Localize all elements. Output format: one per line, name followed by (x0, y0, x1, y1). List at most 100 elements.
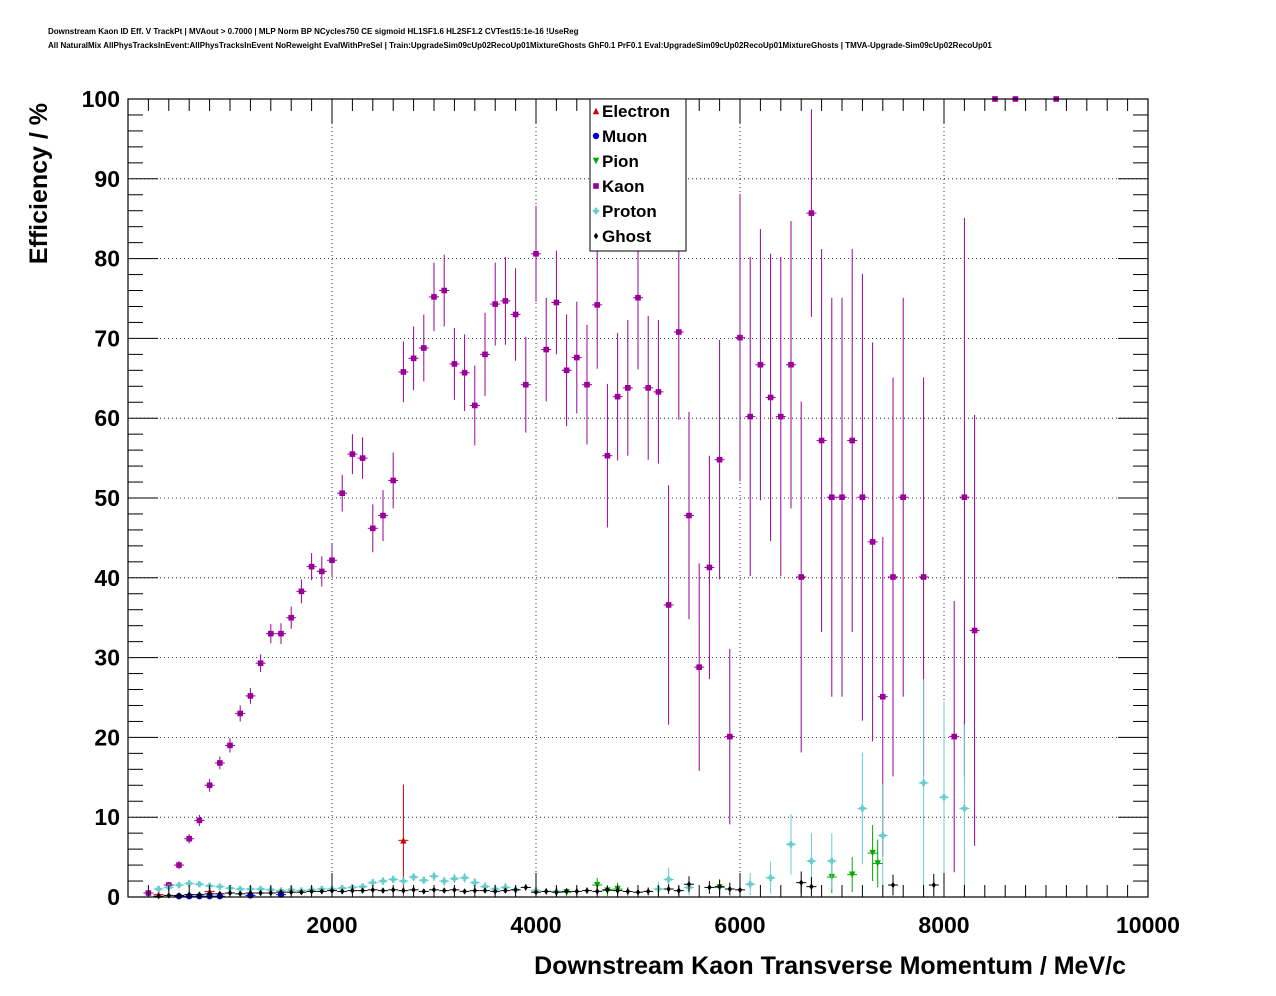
kaon-point (655, 389, 662, 395)
proton-point (767, 874, 774, 882)
kaon-point (410, 355, 417, 362)
ghost-point (625, 888, 630, 895)
y-tick-label: 70 (94, 325, 120, 351)
kaon-point (349, 451, 356, 457)
kaon-point (737, 334, 743, 341)
x-tick-label: 6000 (714, 912, 765, 938)
proton-point (879, 832, 886, 839)
y-axis-label: Efficiency / % (25, 103, 53, 264)
proton-point (665, 876, 672, 883)
proton-point (961, 805, 968, 812)
proton-point (808, 857, 815, 865)
legend-label-electron: Electron (602, 102, 670, 121)
kaon-point (400, 369, 407, 375)
kaon-point (196, 817, 203, 824)
kaon-point (431, 294, 437, 300)
kaon-point (308, 563, 315, 570)
y-tick-label: 40 (94, 565, 120, 591)
proton-point (257, 885, 264, 893)
kaon-point (706, 564, 713, 571)
kaon-point (594, 302, 600, 308)
electron-point (400, 837, 407, 844)
ghost-point (319, 888, 324, 895)
kaon-point (563, 367, 570, 374)
kaon-point (859, 494, 866, 501)
kaon-point (920, 574, 927, 580)
kaon-point (818, 437, 825, 444)
x-tick-label: 8000 (918, 912, 969, 938)
kaon-point (971, 627, 978, 634)
ghost-point (564, 888, 569, 895)
proton-point (155, 885, 162, 893)
ghost-point (462, 888, 467, 895)
ghost-point (278, 889, 284, 896)
ghost-point (380, 887, 386, 894)
proton-point (859, 805, 866, 812)
legend-marker-proton (592, 207, 600, 215)
kaon-point (492, 301, 498, 307)
ghost-point (299, 889, 304, 896)
ghost-point (523, 884, 528, 891)
y-tick-label: 20 (94, 724, 120, 750)
proton-point (461, 874, 468, 882)
pion-point (874, 860, 881, 867)
ghost-point (360, 887, 365, 894)
kaon-point (523, 381, 529, 388)
kaon-point (696, 664, 702, 670)
proton-point (441, 877, 448, 885)
ghost-point (686, 881, 692, 888)
kaon-point (951, 733, 957, 740)
kaon-point (247, 693, 254, 699)
x-tick-label: 4000 (510, 912, 561, 938)
kaon-point (206, 782, 213, 789)
kaon-point (676, 329, 682, 335)
pion-point (849, 871, 856, 878)
kaon-point (421, 345, 427, 351)
kaon-point (319, 568, 325, 575)
kaon-point (727, 733, 733, 740)
kaon-point (961, 494, 968, 501)
kaon-point (380, 512, 386, 519)
kaon-point (625, 385, 631, 391)
proton-point (237, 885, 244, 893)
kaon-point (543, 346, 549, 353)
kaon-point (574, 354, 580, 361)
ghost-point (421, 888, 426, 895)
kaon-point (339, 490, 345, 497)
ghost-point (197, 891, 202, 898)
kaon-point (451, 361, 458, 367)
legend-marker-kaon (593, 183, 599, 189)
kaon-point (849, 437, 855, 444)
kaon-point (278, 630, 284, 637)
kaon-point (298, 588, 305, 595)
kaon-point (186, 835, 192, 842)
x-tick-label: 10000 (1116, 912, 1180, 938)
kaon-point (268, 630, 274, 637)
kaon-point (604, 452, 611, 459)
proton-point (920, 779, 927, 787)
ghost-point (799, 879, 804, 886)
ghost-point (544, 888, 549, 895)
kaon-point (665, 602, 672, 608)
proton-point (747, 881, 754, 888)
x-tick-label: 2000 (306, 912, 357, 938)
legend: Electron Muon Pion Kaon Proton Ghost (589, 98, 687, 252)
y-tick-label: 50 (94, 485, 120, 511)
proton-point (379, 877, 387, 885)
kaon-point (482, 351, 488, 358)
legend-box (589, 98, 687, 252)
ghost-point (890, 881, 896, 889)
kaon-point (390, 477, 396, 484)
x-axis-label: Downstream Kaon Transverse Momentum / Me… (534, 952, 1126, 980)
kaon-point (869, 539, 876, 545)
y-tick-label: 100 (82, 86, 120, 112)
y-tick-label: 0 (107, 884, 120, 910)
ghost-point (584, 887, 590, 894)
proton-point (400, 877, 407, 885)
ghost-point (258, 889, 263, 897)
ghost-point (931, 881, 936, 889)
ghost-point (217, 890, 222, 898)
ghost-point (482, 887, 488, 894)
proton-point (216, 883, 223, 890)
kaon-point (829, 494, 835, 501)
